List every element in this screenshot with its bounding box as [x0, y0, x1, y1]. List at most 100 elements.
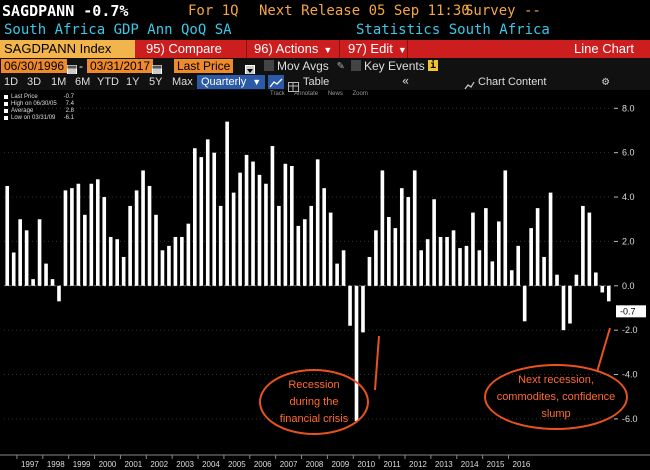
bar: [574, 274, 579, 286]
table-icon[interactable]: [288, 77, 299, 96]
next-release: Next Release 05 Sep 11:30: [259, 3, 470, 19]
track-tool[interactable]: Track: [270, 91, 285, 97]
title-bar: SAGDPANN -0.7% For 1Q Next Release 05 Se…: [0, 0, 650, 21]
field-select[interactable]: Last Price: [174, 59, 234, 73]
bar: [606, 285, 611, 302]
legend-marker: [4, 95, 8, 99]
next-recession-callout: Next recession, commodites, confidence s…: [484, 364, 628, 430]
bar: [154, 214, 158, 286]
bar: [296, 225, 301, 286]
legend-row: Low on 03/31/09 -6.1: [4, 115, 74, 122]
bar: [516, 245, 521, 286]
bar: [412, 170, 417, 286]
bar: [95, 179, 100, 286]
collapse-icon[interactable]: «: [402, 74, 410, 88]
bar: [600, 285, 605, 293]
pencil-icon[interactable]: ✎: [337, 58, 345, 72]
period-5y[interactable]: 5Y: [149, 76, 163, 88]
legend-label: Average: [11, 108, 34, 114]
x-tick-label: 1998: [47, 460, 65, 469]
annotate-tool[interactable]: Annotate: [294, 91, 319, 97]
x-tick-label: 2003: [176, 460, 194, 469]
legend-value: 7.4: [65, 101, 74, 107]
legend-label: High on 06/30/05: [11, 101, 57, 107]
bar: [548, 192, 553, 286]
x-tick-label: 2015: [487, 460, 505, 469]
zoom-tool[interactable]: Zoom: [352, 91, 368, 97]
x-tick-label: 2002: [150, 460, 168, 469]
calendar-icon[interactable]: [67, 60, 77, 75]
period-1d[interactable]: 1D: [4, 76, 19, 88]
bar: [257, 174, 262, 286]
table-button[interactable]: Table: [303, 76, 330, 88]
actions-menu[interactable]: 96) Actions ▼: [254, 40, 332, 58]
bar: [399, 188, 404, 286]
bar: [244, 154, 249, 286]
x-tick-label: 2001: [124, 460, 142, 469]
last-value-marker: [616, 305, 646, 318]
x-tick-label: 2008: [306, 460, 324, 469]
next-recession-callout-text: Next recession, commodites, confidence s…: [496, 373, 616, 420]
bar: [270, 146, 275, 286]
period-max[interactable]: Max: [172, 76, 193, 88]
x-tick-label: 2014: [461, 460, 479, 469]
bar: [568, 285, 572, 324]
x-tick-label: 2007: [280, 460, 298, 469]
bar: [173, 236, 178, 286]
calendar-icon[interactable]: [152, 60, 162, 75]
bar: [108, 236, 113, 286]
bar: [361, 285, 365, 333]
ticker-price: SAGDPANN -0.7%: [2, 2, 129, 20]
bar: [192, 148, 197, 286]
frequency-select[interactable]: Quarterly ▼: [197, 75, 266, 89]
period-1y[interactable]: 1Y: [126, 76, 140, 88]
mov-avgs-checkbox[interactable]: [264, 60, 274, 71]
info-icon[interactable]: i: [428, 60, 438, 71]
index-label: SAGDPANN Index: [4, 41, 112, 56]
release-period: For 1Q: [188, 3, 239, 19]
bar: [180, 236, 184, 286]
bar: [277, 205, 281, 286]
recession-callout: Recession during the financial crisis: [259, 369, 369, 435]
bar: [529, 228, 533, 286]
period-3d[interactable]: 3D: [27, 76, 42, 88]
period-ytd[interactable]: YTD: [97, 76, 119, 88]
survey: Survey --: [465, 3, 541, 19]
bar: [464, 245, 469, 286]
x-tick-label: 2010: [357, 460, 375, 469]
bar: [238, 172, 242, 286]
bar: [438, 236, 443, 286]
start-date-input[interactable]: 06/30/1996: [1, 59, 68, 73]
bar: [37, 219, 42, 286]
gear-icon[interactable]: ⚙: [602, 74, 610, 88]
compare-button[interactable]: 95) Compare: [146, 41, 222, 56]
news-tool[interactable]: News: [327, 91, 343, 97]
bar: [11, 252, 16, 286]
dropdown-icon[interactable]: [245, 60, 255, 75]
bar: [393, 228, 398, 286]
bar: [458, 248, 462, 286]
view-type[interactable]: Line Chart: [574, 41, 634, 56]
legend: Last Price -0.7 High on 06/30/05 7.4 Average…: [4, 94, 74, 122]
bar: [406, 197, 411, 286]
bar: [50, 279, 55, 286]
bar: [535, 208, 540, 286]
bar: [509, 270, 514, 286]
bar: [309, 205, 314, 286]
x-tick-label: 2005: [228, 460, 246, 469]
key-events-checkbox[interactable]: [351, 60, 361, 71]
edit-label: 97) Edit: [348, 41, 393, 56]
x-tick-label: 1999: [73, 460, 91, 469]
period-1m[interactable]: 1M: [51, 76, 67, 88]
edit-menu[interactable]: 97) Edit ▼: [348, 40, 407, 58]
bar: [335, 263, 339, 286]
y-tick-label: 4.0: [622, 192, 635, 202]
line-chart-icon[interactable]: [268, 75, 284, 89]
y-tick-label: 6.0: [622, 148, 635, 158]
index-field[interactable]: SAGDPANN Index: [0, 40, 135, 58]
bar: [471, 212, 475, 286]
bar: [283, 163, 288, 286]
end-date-input[interactable]: 03/31/2017: [87, 59, 154, 73]
chart-content-button[interactable]: Chart Content: [478, 76, 547, 88]
period-6m[interactable]: 6M: [75, 76, 91, 88]
